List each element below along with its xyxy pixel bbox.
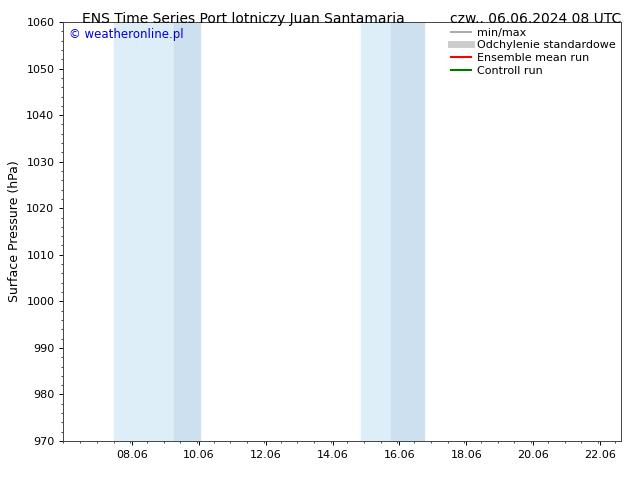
Bar [391,22,424,441]
Y-axis label: Surface Pressure (hPa): Surface Pressure (hPa) [8,161,21,302]
Text: ENS Time Series Port lotniczy Juan Santamaria: ENS Time Series Port lotniczy Juan Santa… [82,12,405,26]
Bar [174,22,200,441]
Legend: min/max, Odchylenie standardowe, Ensemble mean run, Controll run: min/max, Odchylenie standardowe, Ensembl… [448,24,619,79]
Text: © weatheronline.pl: © weatheronline.pl [69,28,184,41]
Text: czw.. 06.06.2024 08 UTC: czw.. 06.06.2024 08 UTC [450,12,621,26]
Bar [361,22,391,441]
Bar [113,22,174,441]
